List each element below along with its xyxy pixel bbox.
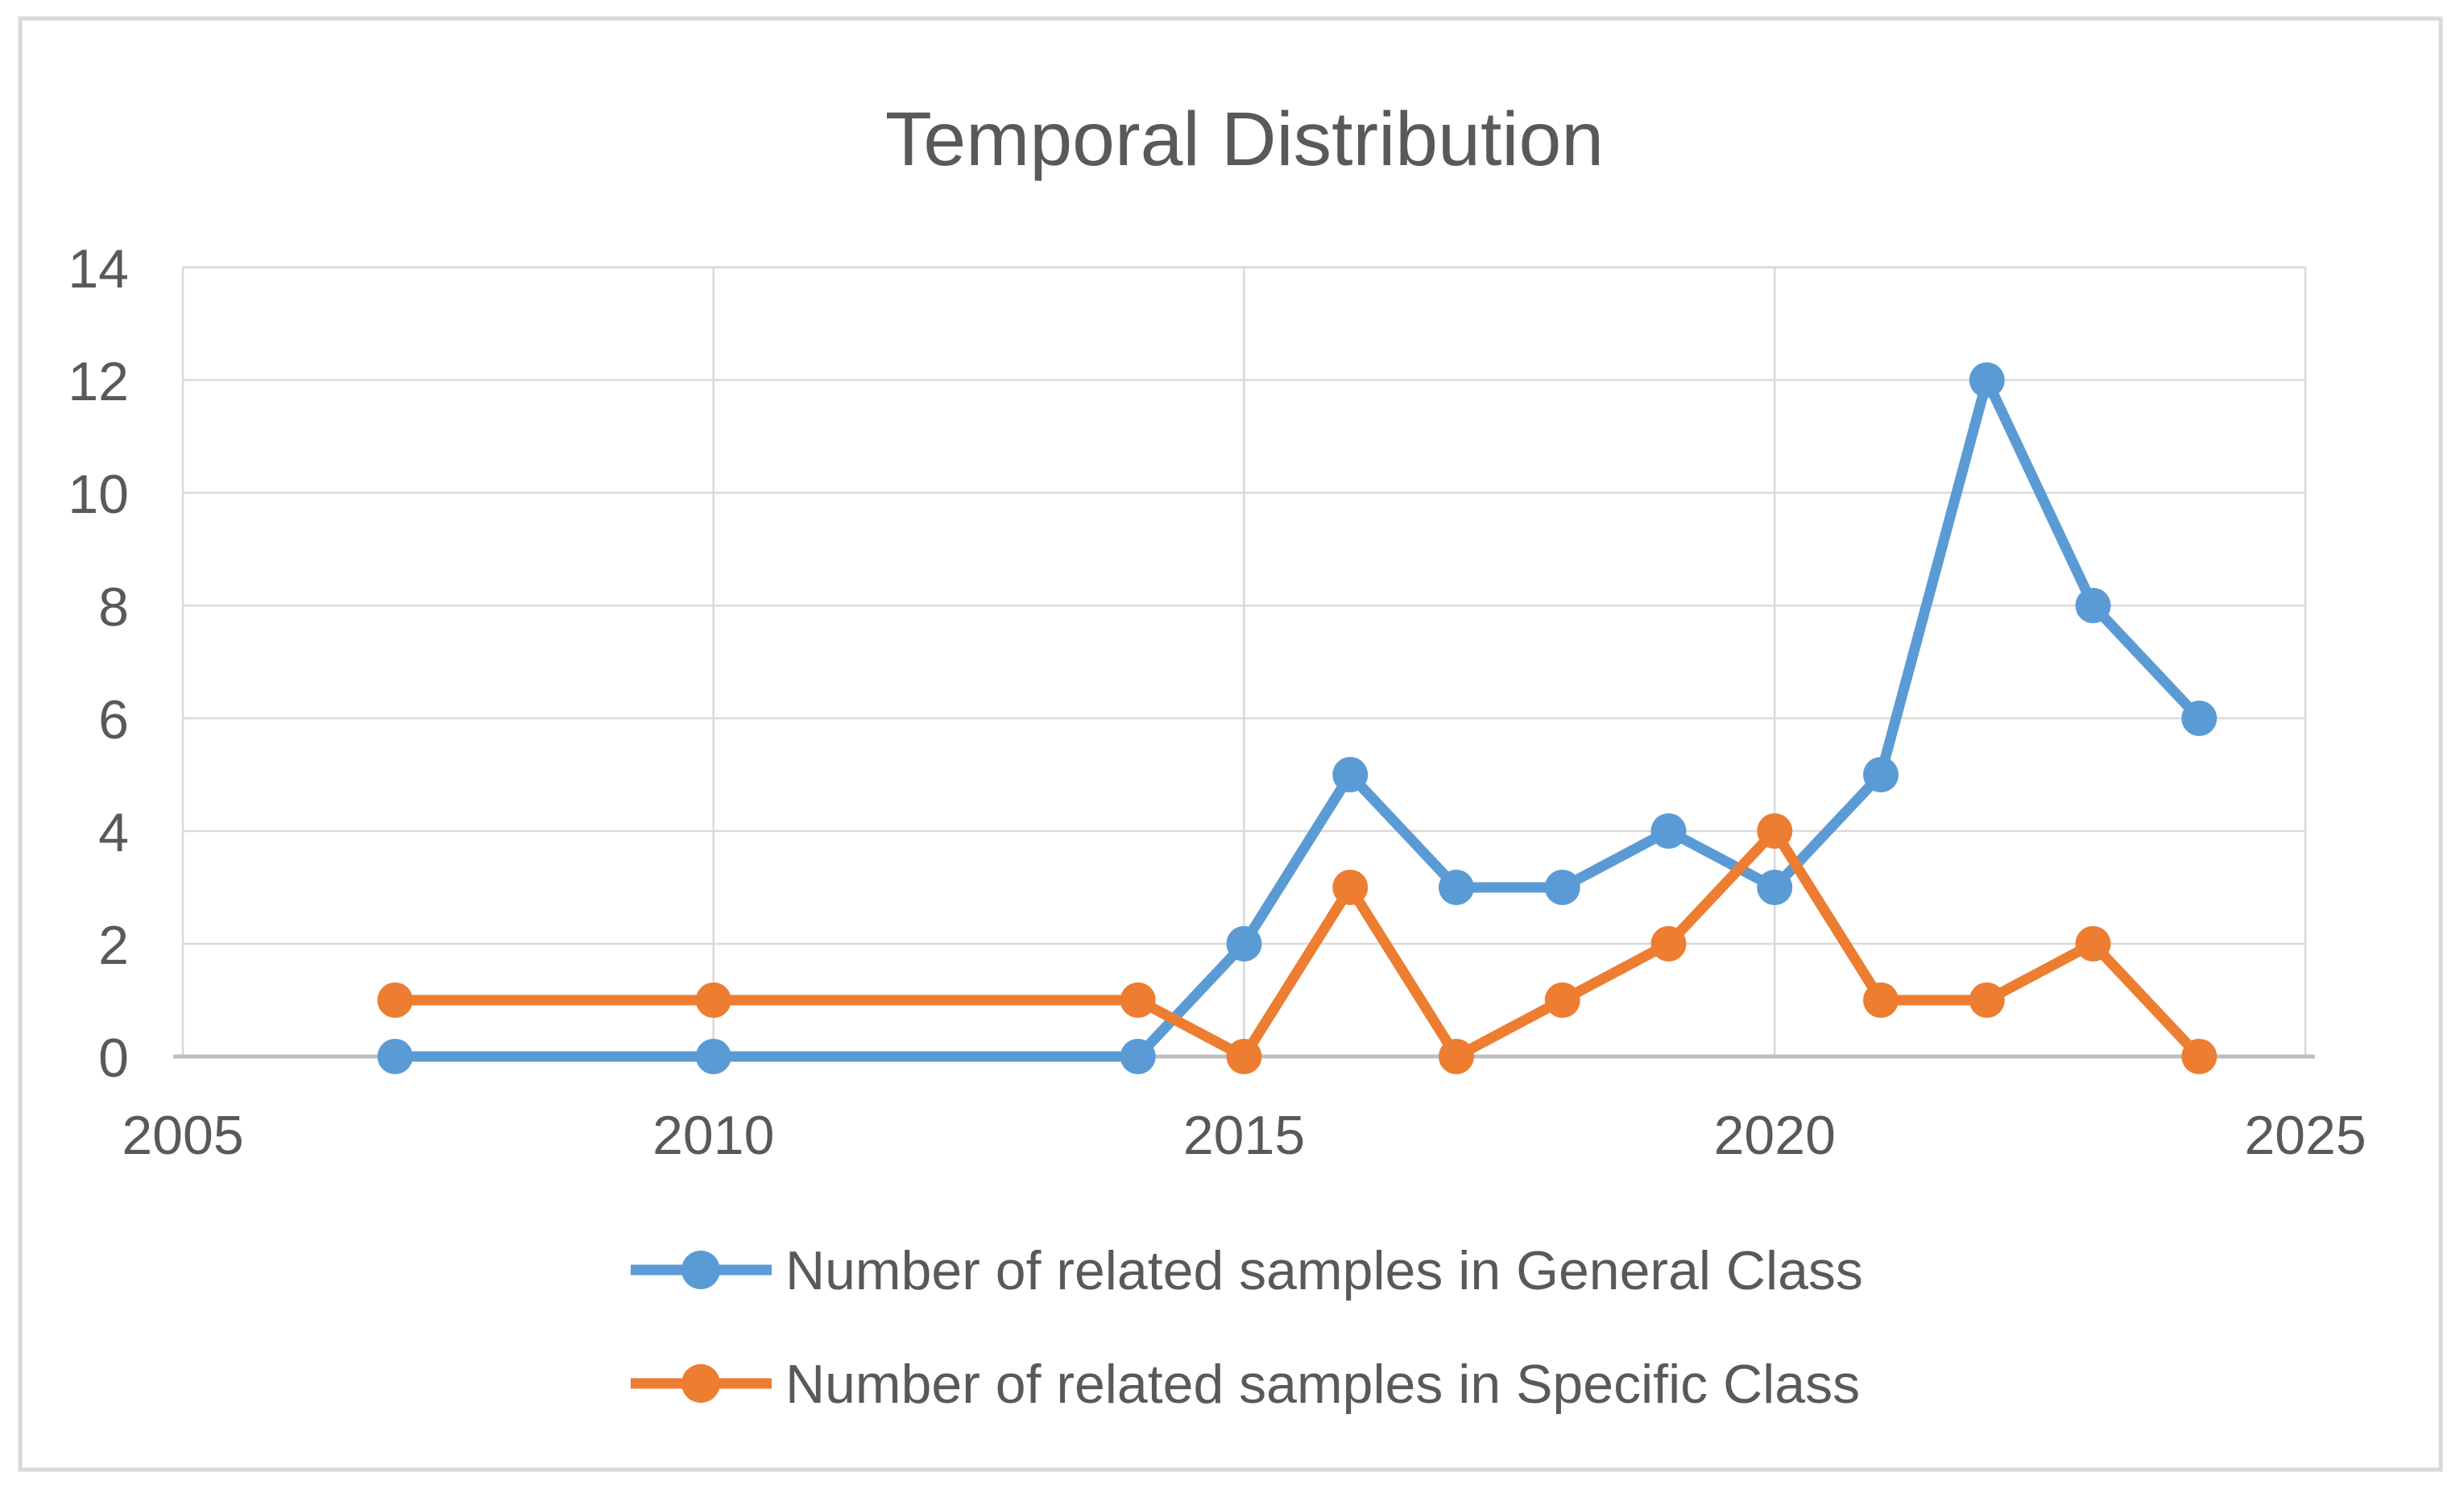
legend-marker-specific [681,1364,720,1403]
chart-border [18,16,2443,1472]
y-tick-label: 14 [68,238,129,300]
data-point-marker [2075,588,2111,623]
y-tick-label: 8 [98,577,129,638]
data-point-marker [1226,926,1262,961]
data-point-marker [1650,813,1687,849]
x-tick-label: 2005 [122,1105,243,1166]
x-tick-label: 2025 [2244,1105,2366,1166]
data-point-marker [1332,757,1369,792]
legend-item-general-class: Number of related samples in General Cla… [631,1240,1863,1301]
x-tick-label: 2015 [1183,1105,1305,1166]
data-point-marker [377,1039,413,1074]
legend: Number of related samples in General Cla… [631,1240,1863,1415]
data-point-marker [695,982,731,1018]
y-tick-label: 0 [98,1028,129,1089]
data-point-marker [1226,1039,1262,1074]
data-point-marker [695,1039,731,1074]
data-point-marker [1120,982,1156,1018]
legend-item-specific-class: Number of related samples in Specific Cl… [631,1354,1860,1415]
legend-label-specific: Number of related samples in Specific Cl… [785,1354,1860,1415]
data-point-marker [1120,1039,1156,1074]
x-axis-tick-labels: 2005 2010 2015 2020 2025 [122,1105,2366,1166]
data-point-marker [377,982,413,1018]
data-series [377,362,2218,1074]
data-point-marker [1969,982,2005,1018]
series-0 [377,362,2218,1074]
legend-marker-general [681,1251,720,1289]
data-point-marker [1332,870,1369,905]
data-point-marker [1863,982,1899,1018]
data-point-marker [1439,870,1474,905]
y-tick-label: 2 [98,915,129,976]
plot-gridlines [173,266,2315,1059]
data-point-marker [1969,362,2005,398]
data-point-marker [2075,926,2111,961]
x-tick-label: 2020 [1714,1105,1836,1166]
series-1 [377,813,2218,1074]
data-point-marker [1544,870,1580,905]
data-point-marker [1757,870,1793,905]
data-point-marker [1439,1039,1474,1074]
y-tick-label: 12 [68,351,129,412]
data-point-marker [1650,926,1687,961]
data-point-marker [1863,757,1899,792]
x-tick-label: 2010 [652,1105,774,1166]
y-tick-label: 10 [68,464,129,525]
data-point-marker [1757,813,1793,849]
legend-label-general: Number of related samples in General Cla… [785,1240,1863,1301]
data-point-marker [1544,982,1580,1018]
chart-title: Temporal Distribution [885,97,1604,182]
y-tick-label: 6 [98,689,129,751]
y-tick-label: 4 [98,802,129,863]
data-point-marker [2181,1039,2218,1074]
data-point-marker [2181,701,2218,736]
y-axis-tick-labels: 0 2 4 6 8 10 12 14 [68,238,129,1089]
